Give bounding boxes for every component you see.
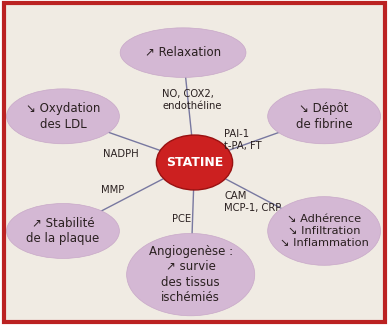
Text: Angiogenèse :
↗ survie
des tissus
ischémiés: Angiogenèse : ↗ survie des tissus ischém… — [149, 245, 233, 304]
Ellipse shape — [127, 233, 255, 316]
Text: ↗ Relaxation: ↗ Relaxation — [145, 46, 221, 59]
Ellipse shape — [268, 89, 380, 144]
Text: NO, COX2,
endothéline: NO, COX2, endothéline — [162, 89, 222, 111]
Text: NADPH: NADPH — [103, 149, 138, 159]
Text: STATINE: STATINE — [166, 156, 223, 169]
Ellipse shape — [7, 203, 119, 258]
Text: ↘ Dépôt
de fibrine: ↘ Dépôt de fibrine — [296, 102, 352, 131]
Text: ↘ Oxydation
des LDL: ↘ Oxydation des LDL — [26, 102, 100, 131]
Ellipse shape — [268, 197, 380, 265]
Text: CAM
MCP-1, CRP: CAM MCP-1, CRP — [224, 191, 282, 213]
Text: PCE: PCE — [172, 214, 191, 224]
Text: ↘ Adhérence
↘ Infiltration
↘ Inflammation: ↘ Adhérence ↘ Infiltration ↘ Inflammatio… — [280, 214, 368, 248]
Ellipse shape — [156, 135, 233, 190]
Ellipse shape — [7, 89, 119, 144]
Text: PAI-1
t-PA, FT: PAI-1 t-PA, FT — [224, 129, 262, 150]
Text: ↗ Stabilité
de la plaque: ↗ Stabilité de la plaque — [26, 217, 100, 245]
Ellipse shape — [120, 28, 246, 77]
Text: MMP: MMP — [101, 185, 124, 195]
